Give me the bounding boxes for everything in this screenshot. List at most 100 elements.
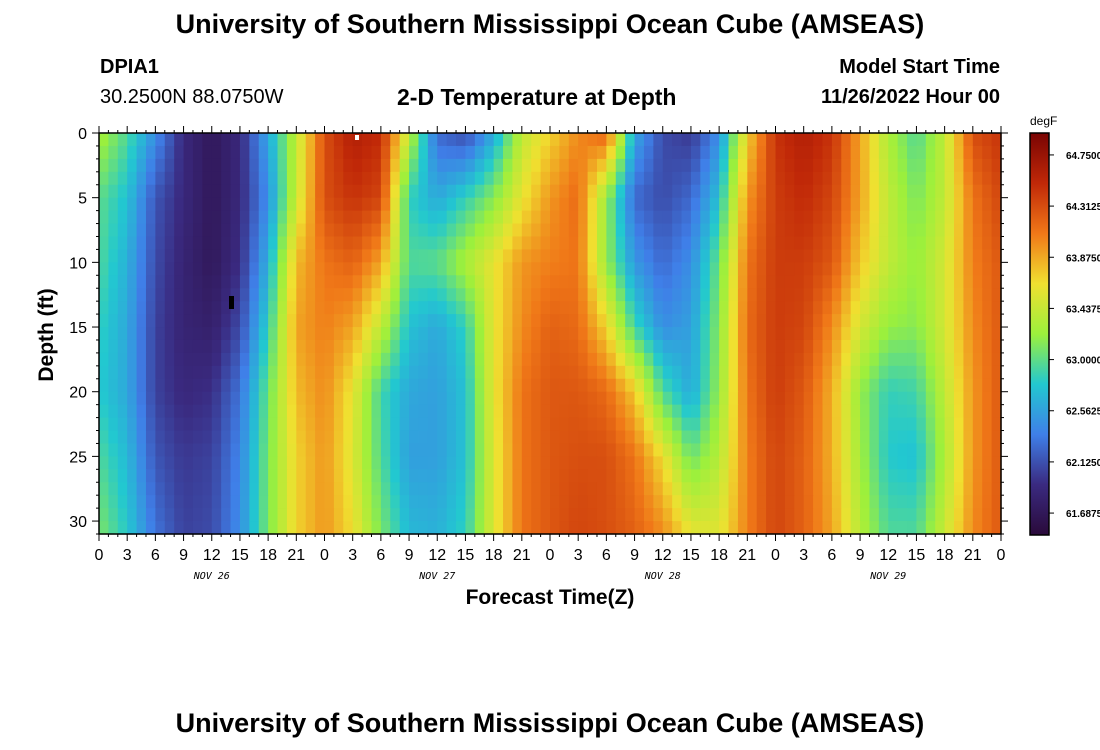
x-tick-label: 21 [738, 547, 756, 564]
y-tick-label: 10 [69, 255, 87, 272]
heatmap-cell [192, 223, 203, 238]
heatmap-cell [662, 158, 673, 173]
heatmap-cell [747, 145, 758, 160]
heatmap-cell [888, 223, 899, 238]
heatmap-cell [766, 223, 777, 238]
heatmap-cell [409, 378, 420, 393]
heatmap-cell [935, 391, 946, 406]
heatmap-cell [155, 210, 166, 225]
heatmap-cell [615, 352, 626, 367]
heatmap-cell [944, 365, 955, 380]
heatmap-cell [784, 133, 795, 147]
heatmap-cell [803, 262, 814, 276]
heatmap-cell [737, 145, 748, 160]
heatmap-cell [155, 314, 166, 328]
heatmap-cell [775, 236, 786, 251]
heatmap-cell [559, 236, 570, 251]
heatmap-cell [935, 469, 946, 483]
heatmap-cell [587, 314, 598, 328]
heatmap-cell [935, 339, 946, 354]
heatmap-cell [766, 210, 777, 225]
heatmap-cell [305, 210, 316, 225]
heatmap-cell [972, 469, 983, 483]
heatmap-cell [672, 456, 683, 470]
heatmap-cell [315, 223, 326, 238]
heatmap-cell [681, 133, 692, 147]
heatmap-cell [117, 158, 128, 173]
heatmap-cell [155, 508, 166, 522]
heatmap-cell [108, 262, 119, 276]
heatmap-cell [700, 443, 711, 457]
heatmap-cell [174, 404, 185, 419]
heatmap-cell [174, 236, 185, 251]
heatmap-cell [127, 249, 138, 263]
heatmap-cell [737, 275, 748, 289]
heatmap-cell [954, 301, 965, 315]
heatmap-cell [653, 275, 664, 289]
heatmap-cell [794, 430, 805, 445]
heatmap-cell [784, 417, 795, 432]
heatmap-cell [784, 508, 795, 522]
heatmap-cell [944, 223, 955, 238]
heatmap-cell [672, 365, 683, 380]
heatmap-cell [531, 236, 542, 251]
heatmap-cell [587, 262, 598, 276]
heatmap-cell [841, 171, 852, 186]
heatmap-cell [775, 391, 786, 406]
heatmap-cell [456, 352, 467, 367]
heatmap-cell [587, 391, 598, 406]
heatmap-cell [916, 352, 927, 367]
heatmap-cell [239, 275, 250, 289]
heatmap-cell [390, 508, 401, 522]
heatmap-cell [418, 482, 429, 496]
heatmap-cell [925, 275, 936, 289]
heatmap-cell [925, 430, 936, 445]
heatmap-cell [822, 158, 833, 173]
heatmap-cell [925, 171, 936, 186]
heatmap-cell [230, 236, 241, 251]
heatmap-cell [192, 378, 203, 393]
heatmap-cell [145, 430, 156, 445]
heatmap-cell [813, 158, 824, 173]
heatmap-cell [484, 184, 495, 199]
heatmap-cell [831, 197, 842, 212]
heatmap-cell [474, 210, 485, 225]
heatmap-cell [333, 133, 344, 147]
heatmap-cell [972, 275, 983, 289]
heatmap-cell [860, 288, 871, 302]
heatmap-cell [239, 378, 250, 393]
heatmap-cell [484, 158, 495, 173]
heatmap-cell [935, 236, 946, 251]
heatmap-cell [465, 236, 476, 251]
heatmap-cell [766, 508, 777, 522]
heatmap-cell [230, 145, 241, 160]
heatmap-cell [155, 133, 166, 147]
heatmap-cell [211, 365, 222, 380]
heatmap-cell [972, 210, 983, 225]
heatmap-cell [756, 443, 767, 457]
heatmap-cell [343, 521, 354, 535]
heatmap-cell [352, 391, 363, 406]
heatmap-cell [653, 210, 664, 225]
heatmap-cell [888, 301, 899, 315]
heatmap-cell [568, 288, 579, 302]
heatmap-cell [493, 495, 504, 509]
heatmap-cell [916, 262, 927, 276]
heatmap-cell [775, 249, 786, 263]
heatmap-cell [456, 197, 467, 212]
heatmap-cell [916, 378, 927, 393]
heatmap-cell [578, 339, 589, 354]
heatmap-cell [512, 301, 523, 315]
heatmap-cell [371, 236, 382, 251]
heatmap-cell [183, 417, 194, 432]
heatmap-cell [841, 339, 852, 354]
heatmap-cell [653, 339, 664, 354]
heatmap-cell [127, 171, 138, 186]
heatmap-cell [963, 197, 974, 212]
heatmap-cell [192, 339, 203, 354]
heatmap-cell [822, 249, 833, 263]
heatmap-cell [662, 456, 673, 470]
heatmap-cell [192, 404, 203, 419]
heatmap-cell [183, 314, 194, 328]
